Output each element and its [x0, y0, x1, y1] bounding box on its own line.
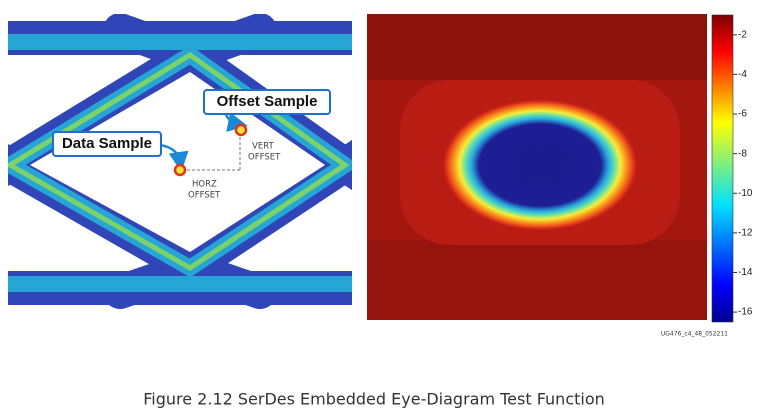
tick-label: -14	[738, 267, 753, 278]
tick-label: -12	[738, 228, 753, 239]
tick-label: -4	[738, 69, 747, 80]
tick-label: -2	[738, 29, 747, 40]
tick-label: -16	[738, 307, 753, 318]
callout: Offset Sample	[217, 93, 318, 110]
offset-marker	[234, 123, 248, 137]
callout-box	[52, 131, 162, 157]
eye-diagram	[8, 14, 352, 320]
tick-label: -8	[738, 148, 747, 159]
figure-id: UG476_c4_48_052211	[661, 331, 728, 338]
label: OFFSET	[248, 153, 281, 163]
heatmap	[367, 14, 707, 320]
callout-box	[203, 89, 331, 115]
colorbar	[711, 14, 734, 323]
callout: Data Sample	[62, 135, 152, 152]
tick-label: -10	[738, 188, 753, 199]
caption: Figure 2.12 SerDes Embedded Eye-Diagram …	[143, 390, 605, 409]
label: OFFSET	[188, 191, 221, 201]
tick-label: -6	[738, 109, 747, 120]
label: HORZ	[192, 180, 217, 190]
data-marker	[173, 163, 187, 177]
label: VERT	[252, 142, 274, 152]
